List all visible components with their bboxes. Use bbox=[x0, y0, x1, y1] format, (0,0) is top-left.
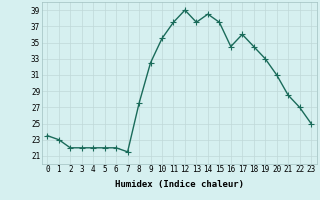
X-axis label: Humidex (Indice chaleur): Humidex (Indice chaleur) bbox=[115, 180, 244, 189]
